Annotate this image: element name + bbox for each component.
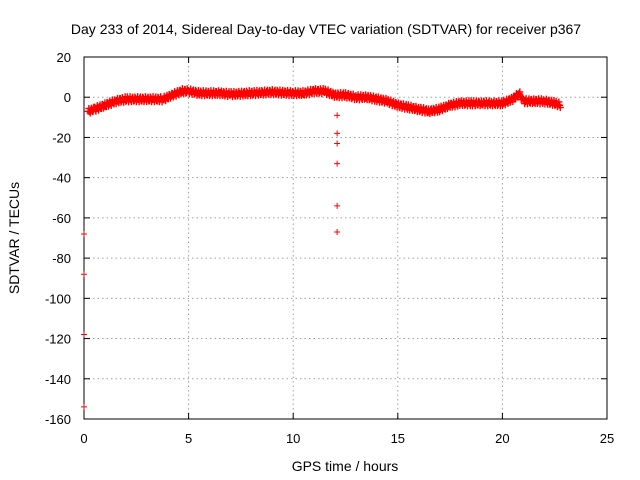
y-tick-label: -120: [45, 332, 71, 347]
outlier-point: [81, 403, 87, 410]
plot-frame: [83, 56, 608, 420]
chart-title: Day 233 of 2014, Sidereal Day-to-day VTE…: [71, 21, 581, 37]
x-tick-label: 10: [286, 431, 300, 446]
tick-layer: 0 5 10 15 20 25 20 0 -20 -40 -60 -80 -100 -120 -140 -16…: [45, 50, 614, 446]
y-tick-label: -60: [52, 211, 71, 226]
outlier-point: [81, 271, 87, 278]
outlier-point: [334, 228, 341, 235]
y-tick-label: 0: [64, 90, 71, 105]
y-tick-label: -80: [52, 251, 71, 266]
y-tick-label: -140: [45, 372, 71, 387]
y-tick-label: -40: [52, 171, 71, 186]
x-tick-label: 0: [80, 431, 87, 446]
x-tick-label: 20: [495, 431, 509, 446]
outlier-point: [81, 331, 87, 338]
x-tick-label: 15: [391, 431, 405, 446]
outlier-point: [334, 130, 341, 137]
data-point: [556, 104, 564, 112]
x-axis-label: GPS time / hours: [292, 458, 399, 474]
grid-layer: [84, 57, 607, 419]
y-tick-label: 20: [57, 50, 71, 65]
y-axis-label: SDTVAR / TECUs: [6, 182, 22, 294]
outlier-point: [334, 140, 341, 147]
outlier-point: [334, 202, 341, 209]
y-tick-label: -20: [52, 130, 71, 145]
x-tick-label: 5: [185, 431, 192, 446]
data-layer: [81, 85, 564, 410]
x-tick-label: 25: [600, 431, 614, 446]
y-tick-label: -100: [45, 291, 71, 306]
outlier-point: [334, 112, 341, 119]
y-tick-label: -160: [45, 412, 71, 427]
outlier-point: [81, 230, 87, 237]
outlier-point: [334, 160, 341, 167]
